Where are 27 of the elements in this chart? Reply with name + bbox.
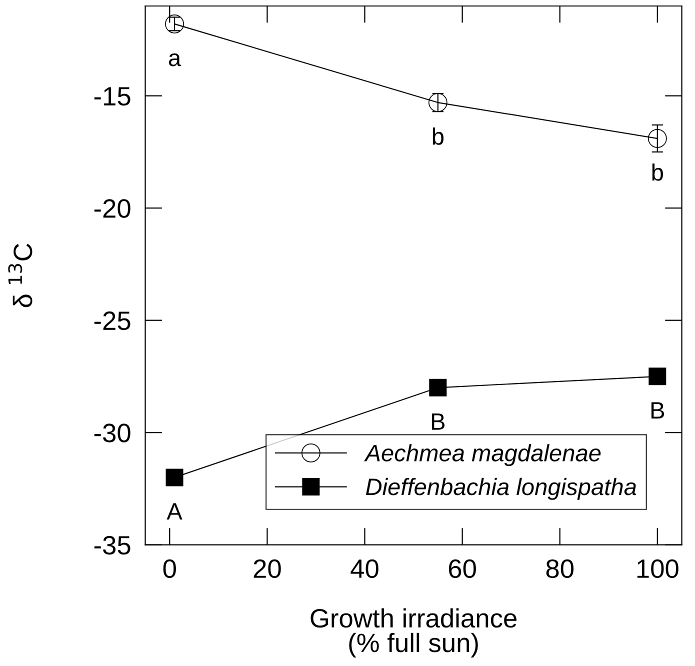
point bbox=[428, 93, 448, 112]
x-tick-label: 20 bbox=[254, 559, 281, 578]
annotation: b bbox=[432, 128, 444, 145]
x-tick-label: 60 bbox=[448, 559, 476, 578]
legend-label: Aechmea magdalenae bbox=[364, 444, 601, 466]
x-axis-title: Growth irradiance (% full sun) bbox=[310, 608, 516, 658]
legend-label: Dieffenbachia longispatha bbox=[366, 478, 636, 500]
y-tick-label: -15 bbox=[94, 87, 130, 106]
point bbox=[648, 129, 667, 148]
annotation: a bbox=[168, 53, 182, 66]
annotation: B bbox=[432, 414, 445, 430]
y-tick-label: -35 bbox=[94, 536, 130, 555]
annotation: b bbox=[652, 163, 663, 181]
x-tick-label: 100 bbox=[637, 559, 678, 578]
annotation: B bbox=[651, 402, 664, 419]
y-tick-label: -20 bbox=[94, 199, 130, 218]
point bbox=[429, 378, 447, 396]
x-tick-label: 0 bbox=[163, 559, 176, 578]
y-tick-label: -30 bbox=[94, 424, 130, 442]
annotation: A bbox=[166, 503, 182, 520]
x-tick-label: 40 bbox=[350, 559, 378, 578]
point bbox=[165, 14, 184, 34]
x-tick-label: 80 bbox=[546, 559, 574, 578]
point bbox=[648, 368, 666, 386]
y-tick-label: -25 bbox=[94, 311, 130, 330]
y-axis-title: δ $^{13}$C bbox=[8, 244, 32, 308]
point bbox=[166, 468, 184, 486]
